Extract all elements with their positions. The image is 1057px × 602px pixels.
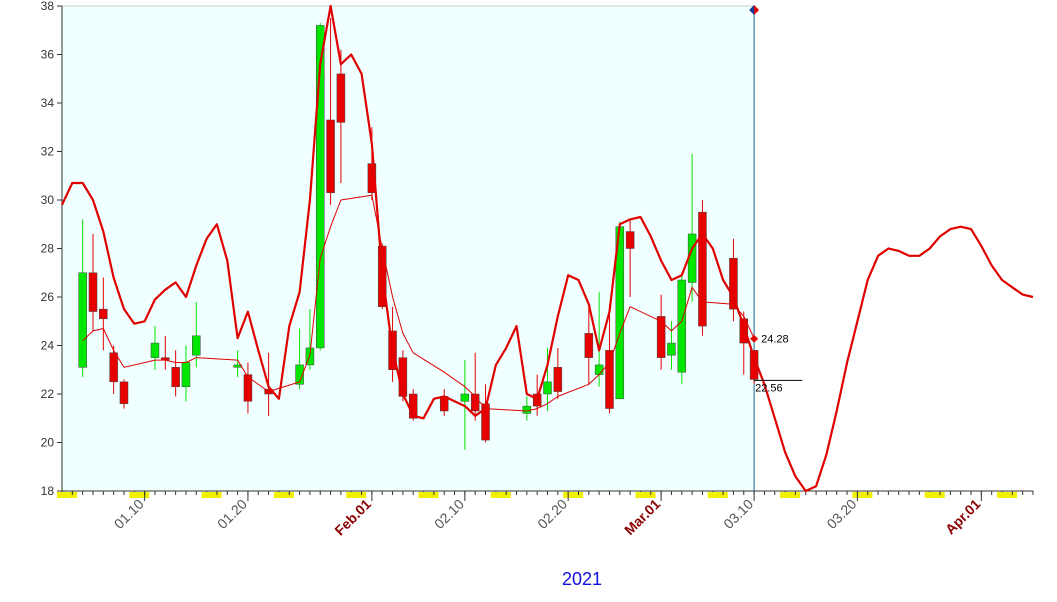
x-tick-label: Apr.01 [942, 496, 984, 538]
candle-body [336, 73, 346, 123]
annotation-label: 22.56 [755, 382, 783, 394]
candle-body [99, 308, 108, 320]
candle-body [729, 257, 738, 310]
cursor-marker [749, 5, 755, 15]
weekend-marker [418, 492, 439, 498]
candle-body [109, 352, 118, 383]
candle-body [543, 381, 552, 395]
candle-body [553, 367, 563, 392]
candle-body [739, 318, 749, 344]
x-tick-label: Mar.01 [621, 496, 663, 538]
weekend-marker [346, 492, 367, 498]
overlay-line [82, 194, 755, 412]
y-tick-label: 26 [41, 290, 55, 304]
y-tick-label: 36 [41, 48, 55, 62]
candle-body [532, 393, 542, 407]
candle-body [470, 393, 480, 412]
y-tick-label: 18 [41, 484, 55, 498]
weekend-marker [707, 492, 728, 498]
weekend-marker [273, 492, 294, 498]
y-tick-label: 24 [41, 339, 55, 353]
candle-body [295, 364, 304, 385]
y-tick-label: 38 [41, 0, 55, 13]
x-tick-label: 03.10 [720, 496, 756, 532]
candle-body [243, 374, 253, 402]
weekend-marker [57, 492, 77, 498]
candle-body [677, 279, 687, 373]
candle-body [749, 350, 759, 380]
candle-body [315, 25, 325, 349]
candle-body [326, 119, 335, 193]
weekend-marker [201, 492, 222, 498]
candle-body [192, 335, 201, 356]
weekend-marker [997, 492, 1018, 498]
x-tick-label: Feb.01 [331, 496, 374, 539]
candle-body [150, 342, 160, 358]
candle-body [88, 272, 98, 312]
weekend-marker [129, 492, 150, 498]
weekend-marker [635, 492, 656, 498]
candle-body [481, 403, 490, 441]
candle-body [181, 362, 191, 387]
y-tick-label: 20 [41, 436, 55, 450]
y-tick-label: 22 [41, 387, 55, 401]
x-tick-label: 02.10 [431, 496, 467, 532]
annotation-marker [750, 334, 759, 343]
y-tick-label: 28 [41, 242, 55, 256]
weekend-marker [924, 492, 945, 498]
history-background [61, 5, 755, 492]
y-tick-label: 30 [41, 193, 55, 207]
candle-body [522, 405, 532, 414]
x-tick-label: 02.20 [534, 496, 570, 532]
y-tick-label: 34 [41, 96, 55, 110]
candle-body [625, 231, 635, 249]
x-tick-label: 03.20 [823, 496, 859, 532]
candle-body [698, 211, 707, 327]
candle-body [78, 272, 87, 368]
candle-body [656, 316, 666, 358]
candle-body [605, 350, 614, 409]
weekend-marker [490, 492, 511, 498]
x-axis-title: 2021 [562, 569, 602, 589]
x-tick-label: 01.20 [214, 496, 250, 532]
candle-body [594, 364, 604, 375]
x-tick-label: 01.10 [111, 496, 147, 532]
candle-body [171, 367, 180, 387]
weekend-marker [780, 492, 801, 498]
annotation-label: 24.28 [761, 334, 789, 346]
weekend-marker [563, 492, 584, 498]
candle-body [460, 393, 470, 402]
candle-body [367, 163, 377, 193]
y-tick-label: 32 [41, 145, 55, 159]
candle-body [584, 333, 594, 358]
candle-body [119, 381, 129, 404]
weekend-marker [852, 492, 873, 498]
cursor-marker [754, 5, 760, 15]
candle-body [667, 342, 676, 356]
overlay-line [61, 4, 1034, 493]
